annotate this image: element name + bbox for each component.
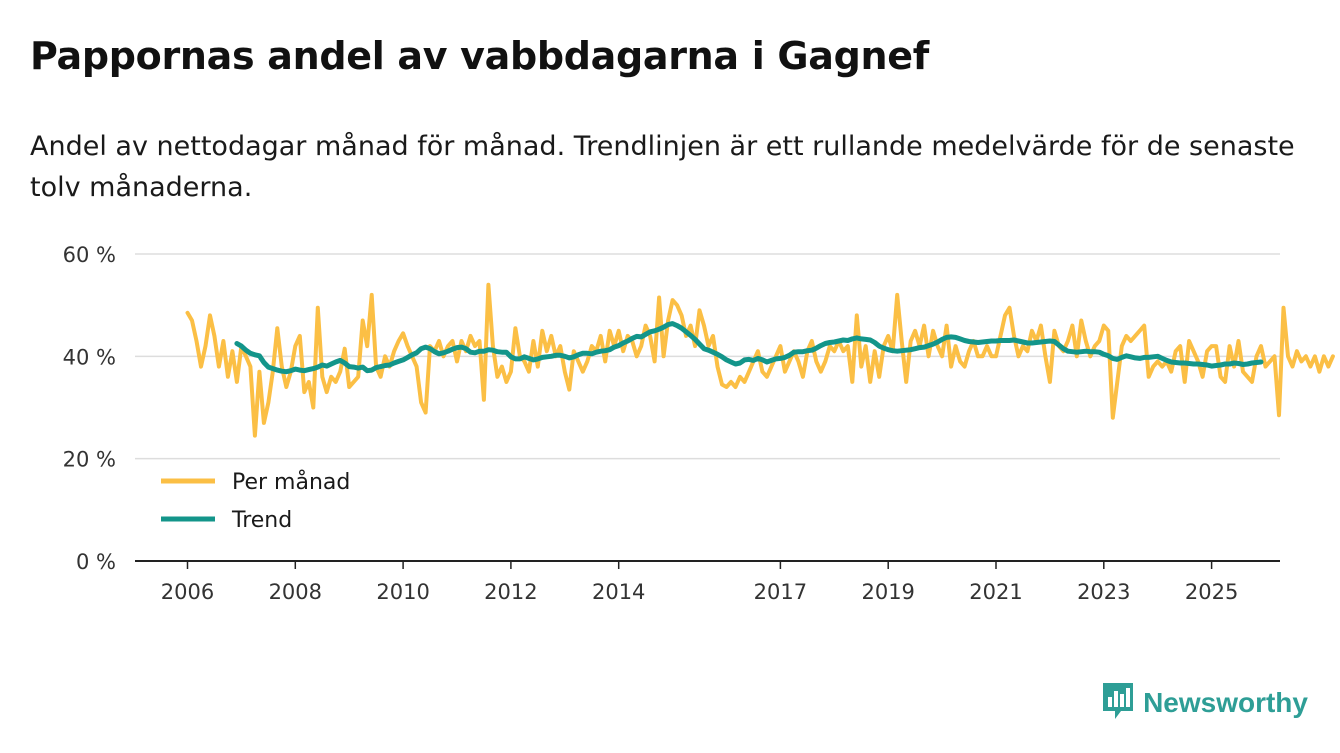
legend-label-trend: Trend	[231, 508, 292, 533]
x-tick-label: 2021	[969, 580, 1022, 604]
x-tick-label: 2006	[161, 580, 214, 604]
chart-subtitle: Andel av nettodagar månad för månad. Tre…	[30, 131, 1295, 203]
x-tick-label: 2025	[1185, 580, 1238, 604]
x-tick-label: 2012	[484, 580, 537, 604]
y-tick-label: 0 %	[76, 550, 116, 574]
legend: Per månad Trend	[161, 469, 350, 533]
y-tick-label: 60 %	[63, 243, 116, 267]
x-axis: 2006 2008 2010 2012 2014 2017 2019 2021 2023 2025	[135, 560, 1280, 604]
brand-name: Newsworthy	[1143, 687, 1308, 718]
y-tick-label: 40 %	[63, 345, 116, 369]
x-tick-label: 2017	[754, 580, 807, 604]
x-tick-label: 2014	[592, 580, 645, 604]
y-axis-tick-labels: 0 % 20 % 40 % 60 %	[63, 243, 116, 574]
newsworthy-brand: Newsworthy	[1101, 681, 1308, 725]
y-tick-label: 20 %	[63, 448, 116, 472]
series-lines	[185, 282, 1335, 438]
x-tick-label: 2023	[1077, 580, 1130, 604]
x-tick-label: 2008	[269, 580, 322, 604]
x-tick-label: 2019	[861, 580, 914, 604]
legend-label-per-manad: Per månad	[232, 469, 350, 495]
x-tick-label: 2010	[376, 580, 429, 604]
series-line-trend	[234, 321, 1264, 375]
bar-chart-speech-bubble-icon	[1101, 681, 1135, 725]
chart-title: Pappornas andel av vabbdagarna i Gagnef	[30, 34, 929, 78]
